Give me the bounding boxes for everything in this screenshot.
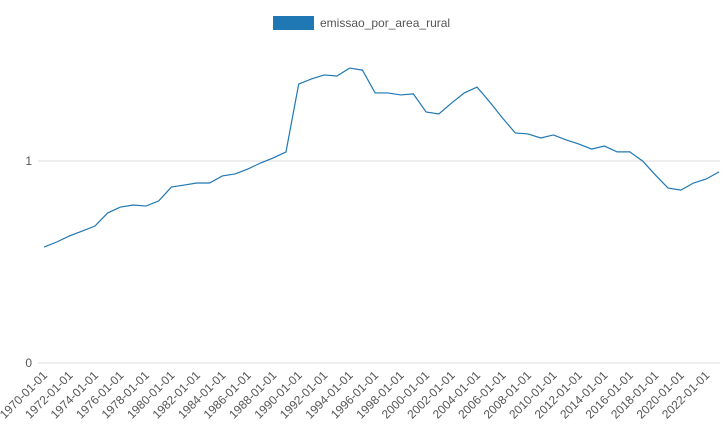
legend-label: emissao_por_area_rural <box>320 16 450 30</box>
y-tick-label: 1 <box>25 154 32 168</box>
legend-swatch <box>273 16 314 30</box>
y-tick-label: 0 <box>25 356 32 370</box>
data-line <box>43 67 720 248</box>
